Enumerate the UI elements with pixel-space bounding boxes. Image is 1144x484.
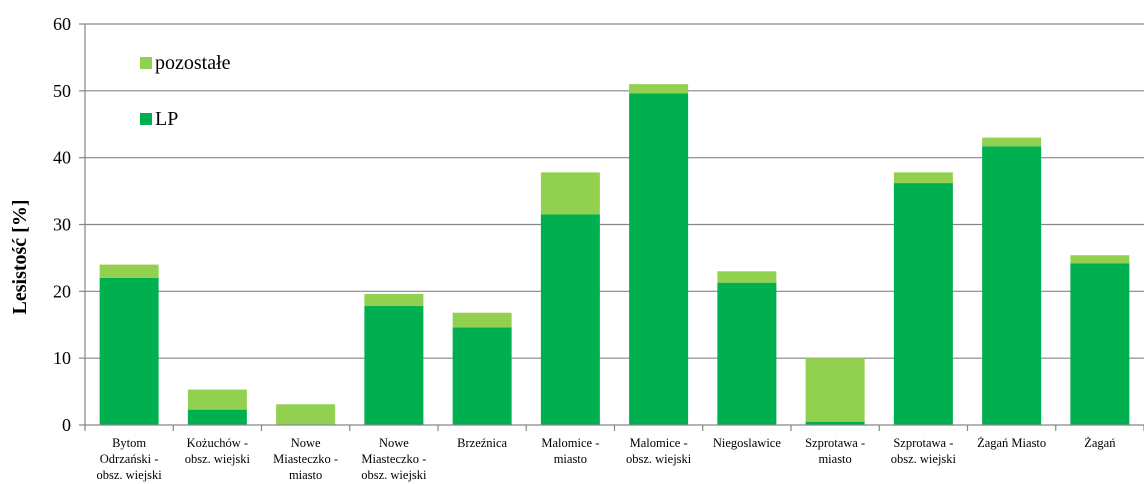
x-tick-label: Szprotawa -obsz. wiejski	[891, 436, 957, 466]
bar-lp	[717, 282, 777, 425]
bar-pozostale	[364, 294, 424, 307]
x-tick-label: Żagań	[1084, 436, 1116, 450]
y-tick-label: 60	[53, 14, 71, 34]
bar-lp	[452, 327, 512, 425]
y-tick-labels: 0 10 20 30 40 50 60	[53, 14, 71, 435]
x-tick-label: Bytom Odrzański -obsz. wiejski	[96, 436, 162, 482]
bars	[99, 84, 1130, 426]
bar-lp	[982, 146, 1042, 425]
bar-pozostale	[717, 271, 777, 283]
x-tick-label: Nowe Miasteczko -miasto	[273, 436, 338, 482]
bar-lp	[629, 93, 689, 426]
y-tick-label: 10	[53, 348, 71, 368]
y-tick-label: 20	[53, 281, 71, 301]
bar-pozostale	[805, 358, 865, 422]
x-tick-label: Szprotawa -miasto	[805, 436, 865, 466]
y-tick-label: 30	[53, 215, 71, 235]
y-tick-label: 0	[62, 415, 71, 435]
bar-lp	[805, 421, 865, 425]
bar-pozostale	[629, 84, 689, 94]
bar-pozostale	[1070, 255, 1130, 264]
legend-swatch	[140, 57, 152, 69]
bar-lp	[893, 183, 953, 425]
legend-swatch	[140, 113, 152, 125]
bar-pozostale	[276, 404, 336, 425]
bar-pozostale	[99, 264, 159, 278]
legend-label: pozostałe	[155, 52, 231, 74]
y-axis-label: Lesistość [%]	[9, 200, 31, 315]
x-tick-label: Niegoslawice	[713, 436, 781, 450]
x-tick-label: Brzeźnica	[457, 436, 507, 450]
bar-pozostale	[452, 312, 512, 328]
axes	[79, 23, 1144, 431]
bar-lp	[1070, 263, 1130, 425]
bar-pozostale	[187, 389, 247, 410]
x-tick-label: Malomice -obsz. wiejski	[626, 436, 692, 466]
bar-lp	[187, 409, 247, 425]
bar-lp	[99, 277, 159, 425]
y-tick-label: 40	[53, 148, 71, 168]
x-tick-label: Kożuchów -obsz. wiejski	[185, 436, 251, 466]
legend-label: LP	[155, 108, 178, 130]
bar-pozostale	[893, 172, 953, 184]
x-tick-label: Nowe Miasteczko -obsz. wiejski	[361, 436, 427, 482]
x-tick-labels: Bytom Odrzański -obsz. wiejski Kożuchów -o…	[96, 436, 1116, 482]
bar-lp	[364, 306, 424, 425]
bar-lp	[540, 214, 600, 425]
x-tick-label: Żagań Miasto	[977, 436, 1046, 450]
legend: pozostałe LP	[140, 52, 231, 130]
x-tick-label: Malomice -miasto	[541, 436, 599, 466]
bar-pozostale	[540, 172, 600, 215]
bar-pozostale	[982, 137, 1042, 147]
y-tick-label: 50	[53, 81, 71, 101]
gridlines	[85, 23, 1144, 359]
